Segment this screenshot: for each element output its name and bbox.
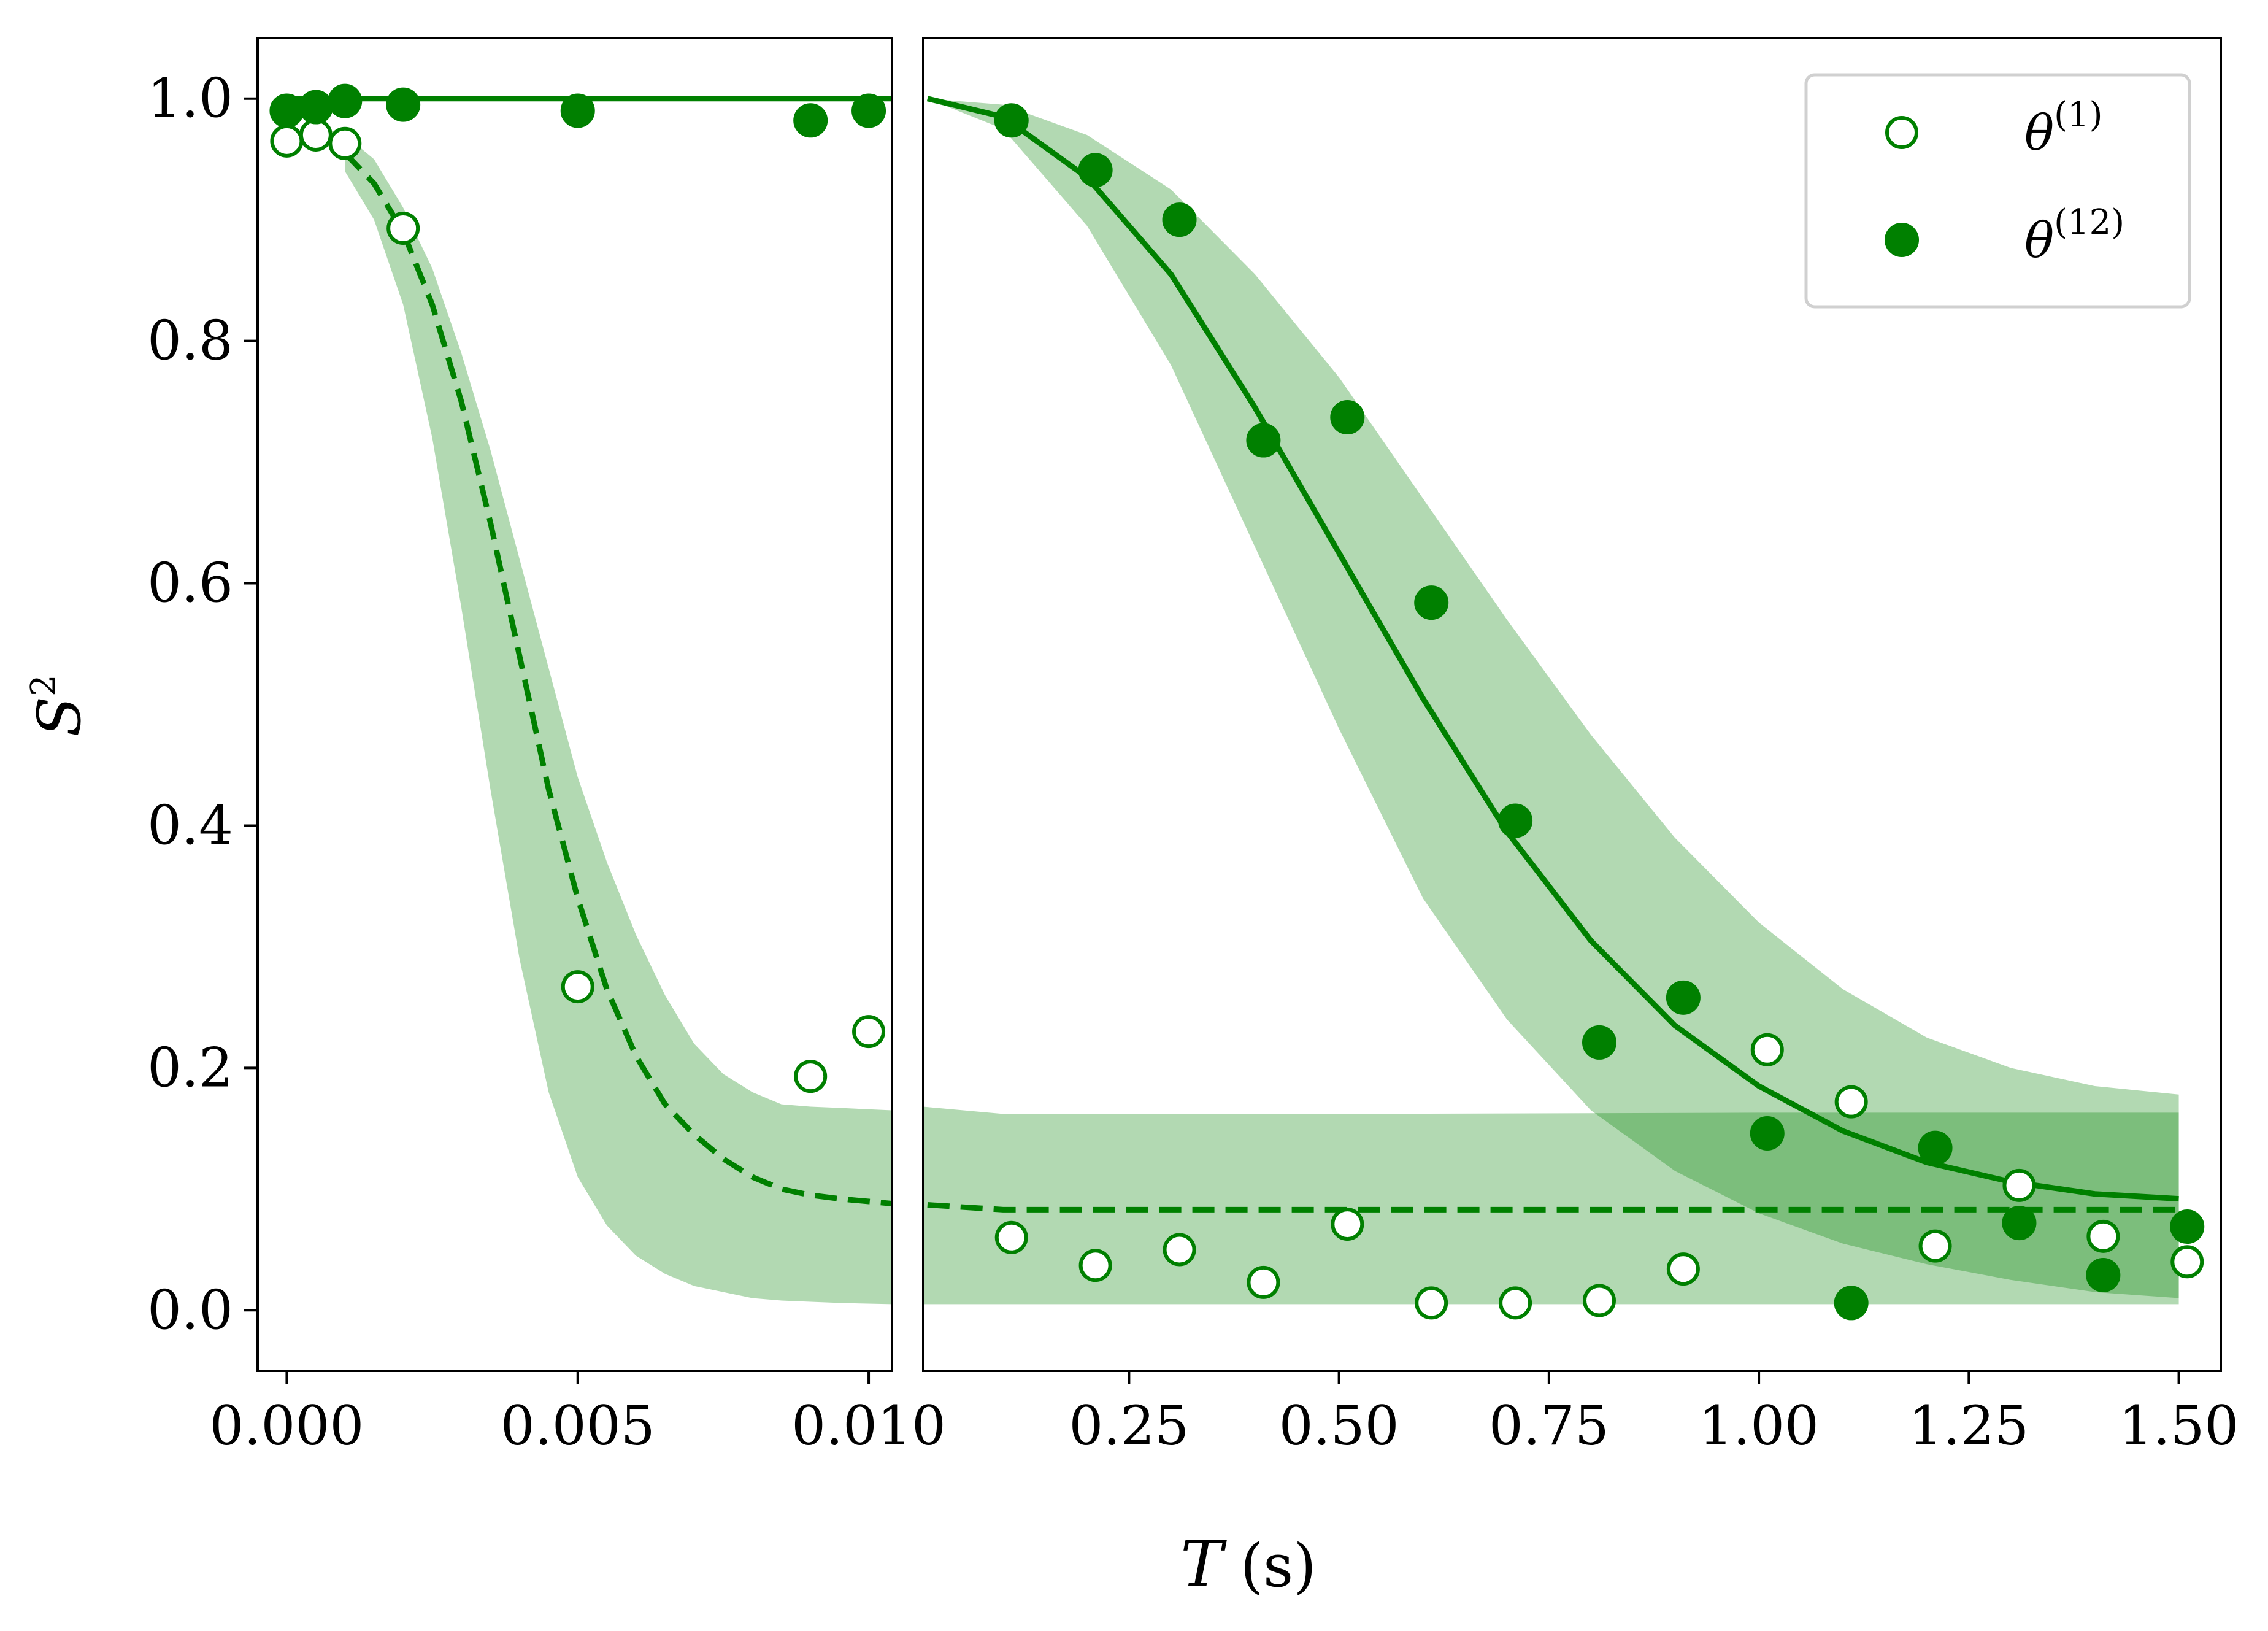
right-theta12-point [2002,1206,2037,1241]
right-theta1-point [1331,1208,1364,1241]
right-theta12-point [2170,1209,2205,1244]
left-theta1-point [386,212,420,245]
right-theta12-point [1162,202,1197,237]
left-theta12-point [793,103,828,138]
right-theta12-point [1666,980,1701,1015]
right-x-tick-label: 1.00 [1699,1394,1819,1457]
right-theta12-point [1750,1116,1785,1151]
left-theta1-point [852,1015,886,1049]
right-theta1-point [1750,1033,1784,1066]
y-axis-label: S2 [24,674,94,736]
right-theta1-point [994,1220,1028,1254]
y-tick-label: 0.6 [147,552,233,615]
right-theta12-point [1246,423,1281,458]
right-theta1-point [1499,1286,1532,1320]
legend-box [1804,73,2191,309]
left-theta12-point [269,93,304,128]
right-theta1-point [1415,1286,1448,1320]
right-theta12-point [1414,585,1449,620]
right-theta1-point [2170,1245,2204,1279]
right-theta1-point [2002,1168,2036,1202]
left-theta1-point [328,126,362,160]
right-theta12-point [1582,1025,1616,1060]
left-theta1-point [299,118,333,152]
right-theta12-point [1330,400,1365,435]
left-theta12-point [851,93,886,128]
left-theta1-point [270,124,304,158]
y-tick-label: 0.4 [147,793,233,857]
left-theta12-point [386,87,421,122]
right-theta1-point [1666,1252,1700,1286]
right-x-tick-label: 0.50 [1279,1394,1399,1457]
x-axis-label-unit: (s) [1240,1532,1317,1600]
left-x-tick-label: 0.010 [791,1394,946,1457]
y-axis-label-main: S [25,696,94,737]
y-tick-label: 0.0 [147,1278,233,1341]
right-x-tick-label: 0.25 [1069,1394,1189,1457]
x-axis-label-symbol: T [1180,1527,1227,1602]
legend-marker-theta1 [1885,116,1918,149]
left-x-tick-label: 0.000 [209,1394,364,1457]
legend: θ(1) θ(12) [1804,73,2191,309]
y-axis-title: S2 [24,674,94,736]
right-theta1-point [2086,1219,2120,1253]
right-x-tick-label: 1.25 [1909,1394,2029,1457]
x-axis-title: T (s) [1180,1527,1317,1602]
right-theta1-point [1582,1284,1616,1317]
x-axis-label: T (s) [1180,1527,1317,1602]
left-theta1-point [794,1060,828,1093]
right-theta1-point [1247,1265,1280,1299]
right-confidence-band-flat [923,1106,2179,1305]
left-theta12-point [560,93,595,128]
legend-marker-theta12 [1885,223,1919,257]
right-theta1-point [1163,1233,1196,1267]
left-fit-dashed-line [343,151,892,1206]
right-x-tick-label: 1.50 [2119,1394,2239,1457]
y-axis-label-sup: 2 [24,674,64,696]
right-theta12-point [1834,1286,1869,1321]
right-fit-solid-line [926,96,2179,1202]
right-theta12-point [2086,1258,2121,1293]
right-theta12-point [1078,153,1113,188]
y-tick-label: 0.2 [147,1036,233,1099]
y-tick-label: 1.0 [147,67,233,130]
right-theta1-point [1918,1229,1952,1263]
left-confidence-band [345,134,892,1305]
legend-label-theta12: θ(12) [2024,202,2124,269]
right-fit-dashed-line [927,1201,2179,1213]
right-theta12-point [1918,1130,1953,1165]
right-panel-frame [922,37,2222,1372]
left-theta1-point [561,970,594,1004]
left-panel: 0.000 0.005 0.010 0.0 0.2 0.4 0.6 0.8 1.0 [147,37,946,1457]
right-theta12-point [994,103,1029,138]
left-panel-frame [256,37,893,1372]
right-theta12-point [1498,803,1533,838]
legend-label-theta1: θ(1) [2024,95,2103,161]
right-panel: 0.25 0.50 0.75 1.00 1.25 1.50 [922,37,2239,1457]
left-x-tick-label: 0.005 [501,1394,655,1457]
right-theta1-point [1834,1085,1868,1119]
right-theta1-point [1078,1249,1112,1282]
left-theta12-point [298,90,333,125]
right-confidence-band-decay [927,98,2179,1298]
right-x-tick-label: 0.75 [1489,1394,1609,1457]
y-tick-label: 0.8 [147,309,233,372]
left-theta12-point [328,83,363,118]
